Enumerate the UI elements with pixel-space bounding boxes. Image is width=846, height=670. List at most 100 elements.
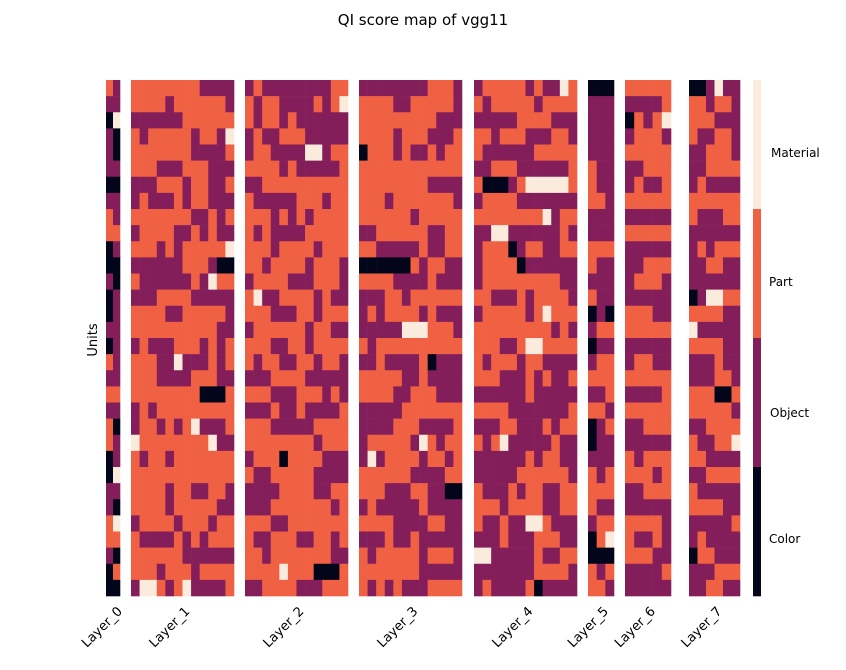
heatmap-cell xyxy=(723,160,732,178)
heatmap-cell xyxy=(191,305,200,323)
heatmap-cell xyxy=(313,241,323,258)
heatmap-cell xyxy=(139,467,149,484)
heatmap-cell xyxy=(139,515,149,532)
heatmap-cell xyxy=(253,386,263,403)
heatmap-cell xyxy=(605,483,615,500)
heatmap-cell xyxy=(643,531,653,548)
heatmap-cell xyxy=(453,176,463,194)
heatmap-cell xyxy=(714,386,724,403)
heatmap-cell xyxy=(225,160,235,178)
heatmap-panel-layer-4 xyxy=(474,80,578,597)
heatmap-cell xyxy=(689,305,698,323)
heatmap-cell xyxy=(191,257,200,274)
heatmap-cell xyxy=(376,531,386,548)
heatmap-cell xyxy=(551,209,561,226)
heatmap-cell xyxy=(322,354,332,371)
heatmap-cell xyxy=(534,531,543,548)
heatmap-cell xyxy=(148,128,158,145)
heatmap-cell xyxy=(191,467,200,484)
heatmap-cell xyxy=(482,241,492,258)
heatmap-cell xyxy=(559,273,569,290)
heatmap-cell xyxy=(453,192,463,210)
heatmap-cell xyxy=(262,273,272,290)
heatmap-cell xyxy=(225,531,235,548)
heatmap-cell xyxy=(393,467,403,484)
heatmap-cell xyxy=(339,338,349,355)
heatmap-cell xyxy=(588,386,597,403)
heatmap-cell xyxy=(706,128,715,145)
heatmap-cell xyxy=(113,80,121,97)
heatmap-cell xyxy=(714,563,724,581)
heatmap-cell xyxy=(173,160,183,178)
heatmap-cell xyxy=(697,321,707,339)
heatmap-cell xyxy=(652,386,663,403)
heatmap-cell xyxy=(516,144,526,161)
heatmap-cell xyxy=(410,112,420,129)
heatmap-cell xyxy=(588,209,597,226)
heatmap-cell xyxy=(731,176,741,194)
heatmap-cell xyxy=(444,273,454,290)
heatmap-cell xyxy=(436,144,446,161)
heatmap-cell xyxy=(605,112,615,129)
heatmap-cell xyxy=(165,112,175,129)
heatmap-cell xyxy=(588,547,597,565)
heatmap-cell xyxy=(474,176,483,194)
heatmap-cell xyxy=(401,531,411,548)
heatmap-cell xyxy=(131,273,140,290)
heatmap-cell xyxy=(359,192,368,210)
heatmap-cell xyxy=(253,547,263,565)
heatmap-cell xyxy=(279,563,289,581)
heatmap-cell xyxy=(208,434,218,452)
heatmap-cell xyxy=(410,402,420,419)
heatmap-cell xyxy=(131,450,140,468)
heatmap-cell xyxy=(568,305,578,323)
heatmap-cell xyxy=(330,563,340,581)
heatmap-cell xyxy=(542,531,552,548)
heatmap-cell xyxy=(568,321,578,339)
heatmap-cell xyxy=(296,531,306,548)
heatmap-cell xyxy=(474,563,483,581)
heatmap-cell xyxy=(661,160,672,178)
heatmap-cell xyxy=(697,483,707,500)
heatmap-cell xyxy=(652,321,663,339)
heatmap-cell xyxy=(689,321,698,339)
heatmap-cell xyxy=(534,563,543,581)
heatmap-cell xyxy=(542,160,552,178)
heatmap-cell xyxy=(588,483,597,500)
heatmap-cell xyxy=(444,209,454,226)
heatmap-cell xyxy=(634,80,644,97)
heatmap-cell xyxy=(339,515,349,532)
heatmap-cell xyxy=(384,241,394,258)
heatmap-cell xyxy=(313,370,323,387)
heatmap-cell xyxy=(706,305,715,323)
heatmap-cell xyxy=(731,515,741,532)
heatmap-cell xyxy=(643,273,653,290)
heatmap-cell xyxy=(367,450,377,468)
heatmap-cell xyxy=(287,80,297,97)
heatmap-cell xyxy=(339,579,349,597)
heatmap-cell xyxy=(156,531,166,548)
heatmap-cell xyxy=(359,209,368,226)
heatmap-cell xyxy=(731,241,741,258)
heatmap-cell xyxy=(731,579,741,597)
heatmap-cell xyxy=(444,144,454,161)
heatmap-cell xyxy=(436,483,446,500)
heatmap-cell xyxy=(499,321,509,339)
heatmap-cell xyxy=(652,450,663,468)
heatmap-cell xyxy=(723,386,732,403)
heatmap-cell xyxy=(393,209,403,226)
heatmap-cell xyxy=(508,321,518,339)
heatmap-cell xyxy=(568,563,578,581)
heatmap-cell xyxy=(427,386,437,403)
heatmap-cell xyxy=(634,418,644,436)
heatmap-cell xyxy=(436,289,446,307)
heatmap-cell xyxy=(296,579,306,597)
heatmap-cell xyxy=(605,144,615,161)
heatmap-cell xyxy=(689,547,698,565)
heatmap-cell xyxy=(173,112,183,129)
heatmap-cell xyxy=(634,321,644,339)
heatmap-cell xyxy=(376,176,386,194)
heatmap-cell xyxy=(625,531,635,548)
heatmap-cell xyxy=(499,160,509,178)
heatmap-cell xyxy=(568,225,578,242)
